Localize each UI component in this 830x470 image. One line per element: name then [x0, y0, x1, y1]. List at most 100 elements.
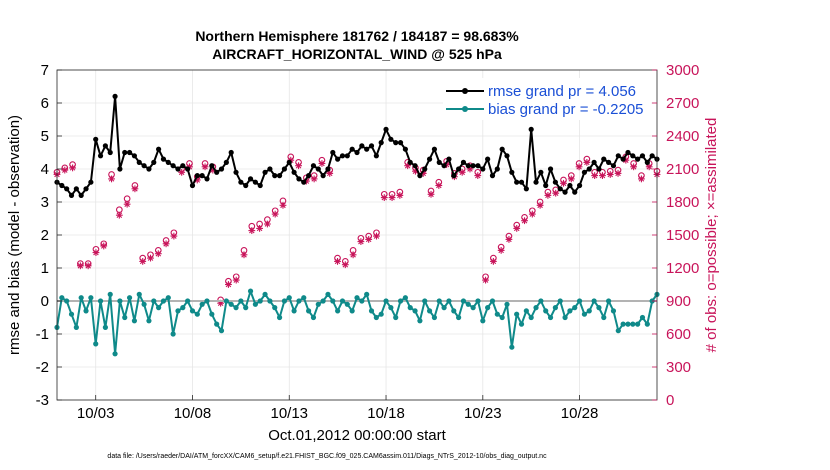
bias-point — [64, 298, 70, 304]
bias-point — [465, 301, 471, 307]
assimilated-obs-marker — [575, 163, 583, 171]
rmse-point — [393, 140, 399, 146]
x-tick-label: 10/13 — [270, 405, 308, 422]
y-tick-label-left: -2 — [36, 359, 49, 376]
x-tick-label: 10/03 — [77, 405, 115, 422]
legend-box — [443, 78, 651, 120]
rmse-point — [209, 163, 215, 169]
rmse-point — [301, 179, 307, 185]
y-tick-label-left: 0 — [41, 293, 49, 310]
y-tick-label-right: 0 — [666, 392, 674, 409]
bias-point — [451, 308, 457, 314]
rmse-point — [83, 186, 89, 192]
bias-point — [456, 314, 462, 321]
bias-point — [73, 324, 79, 330]
rmse-point — [378, 140, 384, 146]
bias-point — [175, 308, 181, 314]
rmse-point — [180, 163, 186, 169]
rmse-point — [97, 153, 104, 159]
rmse-point — [238, 179, 244, 185]
x-tick-label: 10/23 — [464, 405, 502, 422]
rmse-point — [460, 159, 467, 165]
assimilated-obs-marker — [505, 236, 513, 243]
assimilated-obs-marker — [349, 251, 357, 259]
bias-point — [102, 324, 108, 330]
bias-point — [378, 311, 384, 317]
y-tick-label-left: 7 — [41, 62, 49, 79]
bias-point — [252, 301, 258, 307]
bias-point — [291, 308, 297, 314]
bias-point — [359, 298, 365, 304]
rmse-point — [644, 159, 650, 165]
bias-point — [214, 321, 220, 327]
x-tick-label: 10/28 — [561, 405, 599, 422]
rmse-point — [489, 173, 496, 179]
bias-point — [601, 314, 607, 321]
assimilated-obs-marker — [201, 163, 209, 171]
y-tick-label-right: 2700 — [666, 95, 699, 112]
assimilated-obs-marker — [131, 185, 139, 193]
rmse-point — [349, 146, 355, 152]
bias-point — [635, 321, 641, 327]
bias-point — [126, 295, 133, 301]
bias-point — [243, 305, 249, 311]
bias-point — [373, 314, 379, 321]
rmse-point — [417, 173, 423, 179]
assimilated-obs-marker — [76, 262, 84, 270]
bias-point — [180, 305, 186, 311]
assimilated-obs-marker — [614, 170, 622, 177]
bias-point — [581, 311, 588, 317]
y-tick-label-right: 1800 — [666, 194, 699, 211]
bias-point — [436, 298, 442, 304]
assimilated-obs-marker — [427, 190, 435, 198]
legend-rmse-label: rmse grand pr = 4.056 — [488, 83, 636, 100]
assimilated-obs-marker — [225, 281, 232, 288]
assimilated-obs-marker — [482, 276, 489, 284]
rmse-point — [368, 143, 375, 149]
assimilated-obs-marker — [638, 175, 645, 183]
bias-point — [422, 298, 428, 304]
bias-point — [209, 311, 215, 317]
assimilated-obs-marker — [69, 164, 76, 172]
bias-point — [639, 314, 646, 321]
legend-bias-label: bias grand pr = -0.2205 — [488, 101, 644, 118]
rmse-point — [601, 156, 607, 162]
bias-point — [349, 308, 355, 314]
rmse-point — [610, 163, 617, 169]
bias-point — [538, 298, 544, 304]
bias-point — [441, 305, 447, 311]
rmse-point — [480, 166, 486, 172]
rmse-point — [639, 153, 646, 159]
rmse-point — [78, 192, 84, 198]
assimilated-obs-marker — [497, 247, 505, 254]
assimilated-obs-marker — [154, 250, 162, 258]
assimilated-obs-marker — [365, 236, 373, 243]
bias-point — [620, 321, 626, 327]
bias-point — [644, 321, 650, 327]
rmse-point — [194, 173, 200, 179]
assimilated-obs-marker — [310, 175, 318, 183]
bias-point — [576, 298, 583, 304]
bias-point — [281, 298, 288, 304]
bias-point — [286, 295, 292, 301]
bias-point — [475, 298, 481, 304]
bias-point — [393, 314, 399, 321]
axis-ticks: 10/03 10/08 10/13 10/18 10/23 10/28 -3 -2 -1 0 1 2 3… — [36, 62, 700, 422]
rmse-point — [243, 182, 249, 189]
bias-point — [262, 291, 268, 297]
bias-point — [238, 298, 244, 304]
assimilated-obs-marker — [115, 211, 123, 219]
bias-point — [552, 305, 558, 311]
bias-point — [426, 308, 433, 314]
chart-title: Northern Hemisphere 181762 / 184187 = 98… — [195, 28, 519, 44]
rmse-point — [131, 153, 138, 159]
rmse-point — [572, 189, 578, 195]
rmse-point — [446, 156, 452, 162]
assimilated-obs-marker — [630, 163, 638, 171]
bias-point — [93, 341, 99, 347]
assimilated-obs-marker — [162, 240, 170, 248]
rmse-point — [146, 166, 152, 172]
rmse-point — [136, 159, 142, 165]
assimilated-obs-marker — [552, 189, 560, 197]
assimilated-obs-marker — [341, 261, 349, 269]
